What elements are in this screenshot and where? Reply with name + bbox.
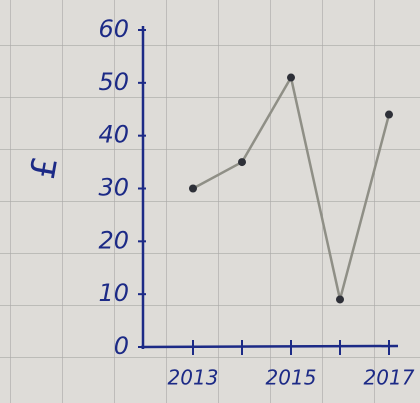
y-tick-label: 10	[98, 279, 129, 307]
y-tick-label: 20	[98, 226, 129, 254]
x-tick-label: 2017	[364, 366, 415, 390]
chart: £ 0102030405060201320152017	[0, 0, 420, 403]
data-point	[238, 158, 246, 166]
data-point	[287, 74, 295, 82]
y-tick-label: 60	[98, 15, 129, 43]
data-point	[336, 295, 344, 303]
x-axis	[141, 346, 398, 347]
graph-paper	[0, 0, 420, 403]
y-tick-label: 30	[98, 174, 129, 202]
x-tick-label: 2013	[168, 366, 219, 390]
data-point	[189, 185, 197, 193]
data-point	[385, 111, 393, 119]
x-tick-label: 2015	[266, 366, 317, 390]
y-tick-label: 40	[98, 121, 129, 149]
y-tick-label: 0	[114, 332, 129, 360]
y-tick-label: 50	[98, 68, 129, 96]
